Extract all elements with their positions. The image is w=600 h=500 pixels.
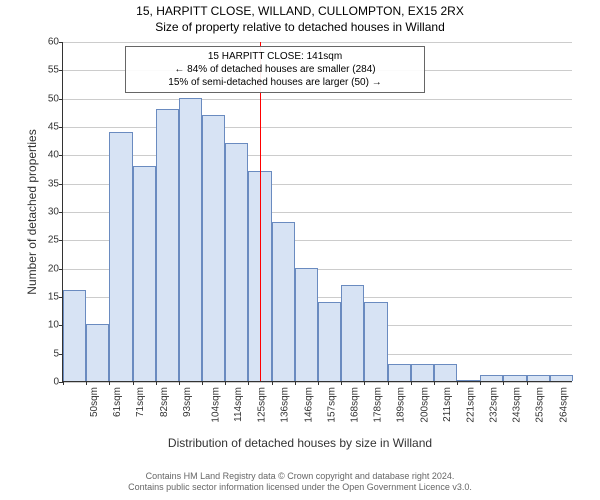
x-tick-mark — [341, 381, 342, 385]
x-tick-label: 253sqm — [535, 387, 546, 423]
x-tick-label: 114sqm — [233, 387, 244, 422]
histogram-bar — [527, 375, 550, 381]
y-tick-mark — [59, 240, 63, 241]
x-tick-mark — [109, 381, 110, 385]
histogram-bar — [364, 302, 387, 381]
x-tick-label: 82sqm — [159, 387, 170, 417]
annotation-line-3: 15% of semi-detached houses are larger (… — [132, 76, 418, 89]
y-tick-mark — [59, 127, 63, 128]
x-tick-label: 264sqm — [558, 387, 569, 423]
chart-container: { "chart": { "type": "histogram", "title… — [0, 0, 600, 500]
y-tick-mark — [59, 155, 63, 156]
chart-title: 15, HARPITT CLOSE, WILLAND, CULLOMPTON, … — [0, 4, 600, 18]
x-tick-label: 50sqm — [89, 387, 100, 417]
x-tick-mark — [248, 381, 249, 385]
x-tick-label: 136sqm — [280, 387, 291, 423]
x-tick-mark — [272, 381, 273, 385]
x-tick-mark — [411, 381, 412, 385]
histogram-bar — [179, 98, 202, 381]
x-axis-label: Distribution of detached houses by size … — [0, 436, 600, 450]
x-tick-mark — [457, 381, 458, 385]
y-axis-label: Number of detached properties — [25, 112, 39, 312]
y-tick-mark — [59, 212, 63, 213]
x-tick-mark — [63, 381, 64, 385]
histogram-bar — [388, 364, 411, 381]
x-tick-mark — [388, 381, 389, 385]
histogram-bar — [457, 380, 480, 381]
x-tick-label: 211sqm — [442, 387, 453, 422]
x-tick-mark — [133, 381, 134, 385]
y-tick-mark — [59, 42, 63, 43]
histogram-bar — [295, 268, 318, 381]
histogram-bar — [86, 324, 109, 381]
annotation-box: 15 HARPITT CLOSE: 141sqm← 84% of detache… — [125, 46, 425, 93]
y-tick-mark — [59, 70, 63, 71]
y-tick-mark — [59, 184, 63, 185]
histogram-bar — [480, 375, 503, 381]
histogram-bar — [550, 375, 573, 381]
x-tick-mark — [179, 381, 180, 385]
annotation-line-2: ← 84% of detached houses are smaller (28… — [132, 63, 418, 76]
x-tick-label: 243sqm — [512, 387, 523, 423]
x-tick-mark — [503, 381, 504, 385]
footer-line-1: Contains HM Land Registry data © Crown c… — [0, 471, 600, 483]
histogram-bar — [411, 364, 434, 381]
x-tick-mark — [434, 381, 435, 385]
y-tick-label: 5 — [29, 348, 59, 359]
histogram-bar — [63, 290, 86, 381]
y-tick-mark — [59, 269, 63, 270]
x-tick-mark — [225, 381, 226, 385]
x-tick-label: 104sqm — [210, 387, 221, 423]
x-tick-mark — [295, 381, 296, 385]
x-tick-label: 157sqm — [326, 387, 337, 423]
x-tick-mark — [86, 381, 87, 385]
y-tick-label: 0 — [29, 377, 59, 388]
x-tick-label: 178sqm — [373, 387, 384, 423]
histogram-bar — [109, 132, 132, 381]
y-tick-label: 55 — [29, 65, 59, 76]
grid-line — [63, 99, 572, 100]
x-tick-label: 168sqm — [350, 387, 361, 423]
histogram-bar — [318, 302, 341, 381]
histogram-bar — [202, 115, 225, 381]
x-tick-label: 189sqm — [396, 387, 407, 423]
y-tick-label: 60 — [29, 37, 59, 48]
x-tick-mark — [202, 381, 203, 385]
annotation-line-1: 15 HARPITT CLOSE: 141sqm — [132, 50, 418, 63]
histogram-bar — [272, 222, 295, 381]
x-tick-label: 125sqm — [257, 387, 268, 423]
histogram-bar — [434, 364, 457, 381]
grid-line — [63, 42, 572, 43]
y-tick-mark — [59, 99, 63, 100]
footer-attribution: Contains HM Land Registry data © Crown c… — [0, 471, 600, 494]
y-tick-label: 50 — [29, 93, 59, 104]
grid-line — [63, 155, 572, 156]
x-tick-mark — [480, 381, 481, 385]
x-tick-label: 232sqm — [489, 387, 500, 423]
plot-area: 05101520253035404550556050sqm61sqm71sqm8… — [62, 42, 572, 382]
grid-line — [63, 127, 572, 128]
histogram-bar — [503, 375, 526, 381]
histogram-bar — [156, 109, 179, 381]
histogram-bar — [225, 143, 248, 381]
chart-subtitle: Size of property relative to detached ho… — [0, 20, 600, 34]
x-tick-label: 221sqm — [465, 387, 476, 423]
x-tick-mark — [527, 381, 528, 385]
x-tick-label: 61sqm — [112, 387, 123, 417]
histogram-bar — [133, 166, 156, 381]
x-tick-label: 146sqm — [303, 387, 314, 423]
x-tick-label: 71sqm — [135, 387, 146, 417]
histogram-bar — [341, 285, 364, 381]
x-tick-mark — [156, 381, 157, 385]
footer-line-2: Contains public sector information licen… — [0, 482, 600, 494]
x-tick-label: 200sqm — [419, 387, 430, 423]
x-tick-mark — [364, 381, 365, 385]
x-tick-mark — [318, 381, 319, 385]
x-tick-label: 93sqm — [182, 387, 193, 417]
y-tick-label: 10 — [29, 320, 59, 331]
